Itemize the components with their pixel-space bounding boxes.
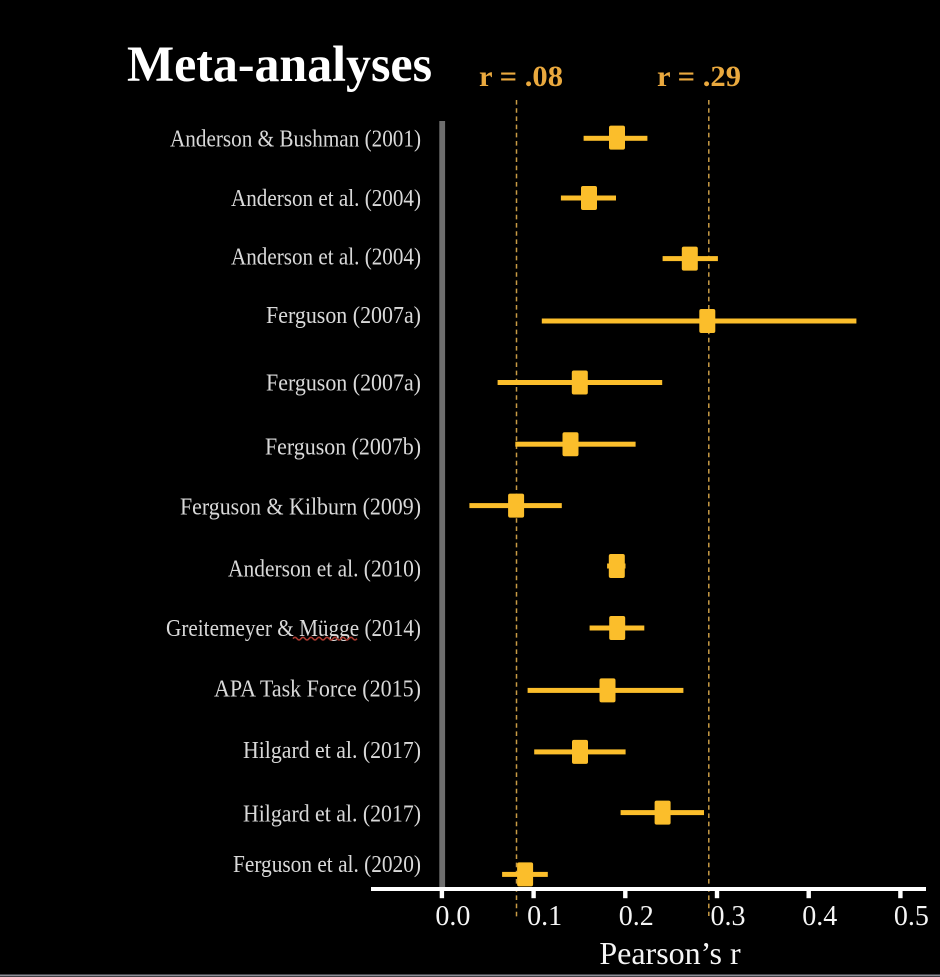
svg-text:Anderson & Bushman (2001): Anderson & Bushman (2001) — [170, 126, 421, 152]
svg-text:0.4: 0.4 — [802, 901, 837, 932]
svg-text:Ferguson (2007a): Ferguson (2007a) — [266, 371, 421, 397]
svg-text:0.5: 0.5 — [894, 901, 929, 932]
svg-text:Ferguson (2007a): Ferguson (2007a) — [266, 303, 421, 329]
svg-text:Ferguson & Kilburn (2009): Ferguson & Kilburn (2009) — [180, 494, 421, 520]
svg-text:Hilgard et al. (2017): Hilgard et al. (2017) — [243, 801, 421, 827]
svg-text:0.1: 0.1 — [527, 901, 562, 932]
svg-text:0.0: 0.0 — [435, 901, 470, 932]
svg-text:r = .29: r = .29 — [657, 60, 741, 93]
svg-text:0.3: 0.3 — [711, 901, 746, 932]
svg-text:Anderson et al. (2010): Anderson et al. (2010) — [228, 556, 421, 582]
svg-text:APA Task Force (2015): APA Task Force (2015) — [214, 677, 421, 703]
svg-text:Meta-analyses: Meta-analyses — [127, 37, 432, 93]
svg-text:Anderson et al. (2004): Anderson et al. (2004) — [231, 245, 421, 271]
svg-text:Ferguson et al. (2020): Ferguson et al. (2020) — [233, 852, 421, 878]
svg-text:r = .08: r = .08 — [479, 60, 563, 93]
svg-text:Anderson et al. (2004): Anderson et al. (2004) — [231, 186, 421, 212]
svg-text:Pearson’s r: Pearson’s r — [599, 935, 741, 971]
svg-text:Hilgard et al. (2017): Hilgard et al. (2017) — [243, 738, 421, 764]
svg-text:0.2: 0.2 — [619, 901, 654, 932]
svg-text:Ferguson (2007b): Ferguson (2007b) — [265, 435, 421, 461]
